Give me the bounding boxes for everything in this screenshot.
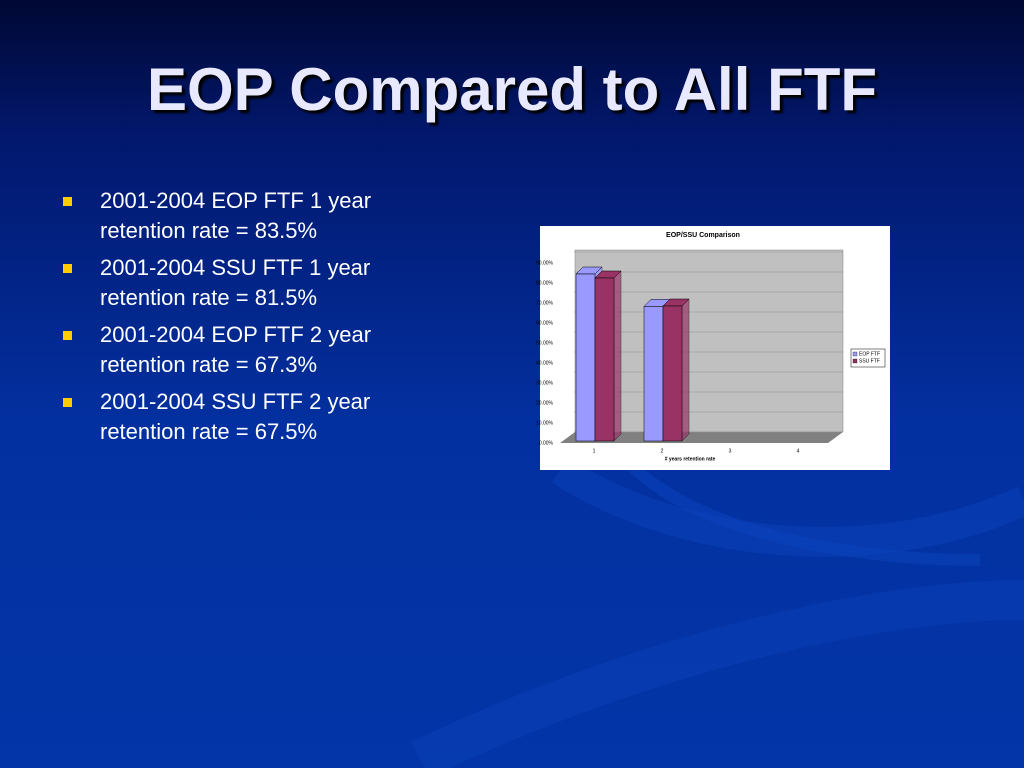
bar [594, 277, 615, 442]
legend-label: SSU FTF [859, 358, 880, 364]
y-tick-label: 30.00% [536, 380, 554, 386]
x-tick-label: 1 [593, 448, 596, 454]
y-tick-label: 80.00% [536, 280, 554, 286]
x-tick-label: 2 [661, 448, 664, 454]
legend-label: EOP FTF [859, 351, 880, 357]
bar [643, 306, 664, 442]
x-tick-label: 3 [729, 448, 732, 454]
bar-side [613, 270, 622, 442]
y-tick-label: 0.00% [539, 440, 554, 446]
legend-swatch [852, 351, 858, 357]
bar [662, 305, 683, 442]
x-tick-label: 4 [797, 448, 800, 454]
bullet: 2001-2004 EOP FTF 2 year retention rate … [60, 320, 440, 380]
y-tick-label: 70.00% [536, 300, 554, 306]
bullet: 2001-2004 SSU FTF 2 year retention rate … [60, 387, 440, 447]
slide-title: EOP Compared to All FTF [146, 56, 878, 123]
y-tick-label: 90.00% [536, 260, 554, 266]
bullet-list: 2001-2004 EOP FTF 1 year retention rate … [60, 186, 440, 454]
plot-floor [560, 432, 843, 443]
y-tick-label: 50.00% [536, 340, 554, 346]
y-tick-label: 10.00% [536, 420, 554, 426]
y-tick-label: 20.00% [536, 400, 554, 406]
bullet: 2001-2004 EOP FTF 1 year retention rate … [60, 186, 440, 246]
bar-side [681, 298, 690, 442]
bar [575, 273, 596, 442]
legend-box [850, 348, 886, 368]
bullet: 2001-2004 SSU FTF 1 year retention rate … [60, 253, 440, 313]
y-tick-label: 60.00% [536, 320, 554, 326]
x-axis-label: # years retention rate [665, 456, 716, 462]
chart-title: EOP/SSU Comparison [666, 232, 740, 239]
y-tick-label: 40.00% [536, 360, 554, 366]
legend-swatch [852, 358, 858, 364]
